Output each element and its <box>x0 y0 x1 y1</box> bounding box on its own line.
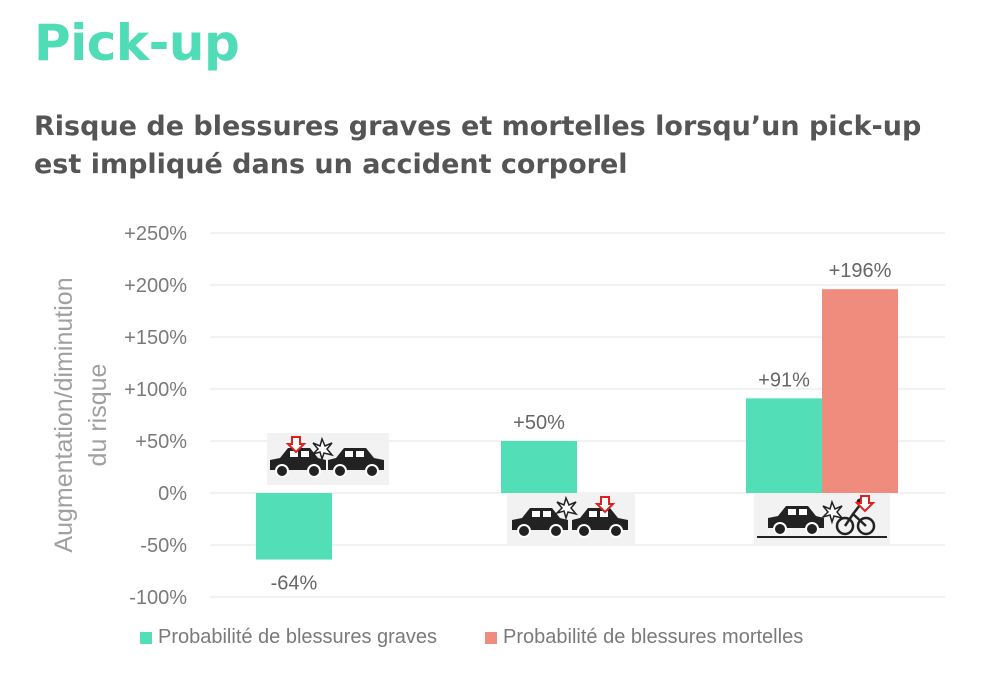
y-tick-label: +50% <box>135 431 187 453</box>
y-tick-label: -50% <box>140 535 187 557</box>
legend-item-mortelles[interactable]: Probabilité de blessures mortelles <box>485 626 803 649</box>
legend-label-graves: Probabilité de blessures graves <box>158 626 438 648</box>
legend-swatch-graves <box>140 631 152 644</box>
pickup-hits-car-front-icon <box>267 433 389 485</box>
legend-label-mortelles: Probabilité de blessures mortelles <box>503 626 804 648</box>
y-tick-label: +100% <box>124 379 187 401</box>
legend-item-graves[interactable]: Probabilité de blessures graves <box>140 626 437 649</box>
bar <box>256 493 332 560</box>
data-label: +91% <box>758 369 810 391</box>
pickup-hits-car-rear-icon <box>507 494 635 544</box>
bar <box>501 441 577 493</box>
y-tick-label: +200% <box>124 275 187 297</box>
y-tick-label: +250% <box>124 223 187 245</box>
page-title: Pick-up <box>34 14 240 72</box>
data-label: +196% <box>829 260 892 282</box>
y-tick-label: 0% <box>158 483 187 505</box>
chart-subtitle: Risque de blessures graves et mortelles … <box>34 111 922 180</box>
bar <box>822 289 898 493</box>
y-axis-title: du risque <box>84 364 112 467</box>
pickup-hits-cyclist-icon <box>754 494 890 544</box>
chart-legend: Probabilité de blessures graves Probabil… <box>140 626 851 649</box>
y-axis-title: Augmentation/diminution <box>50 277 78 552</box>
bar <box>746 398 822 493</box>
y-tick-label: -100% <box>129 587 187 609</box>
y-tick-label: +150% <box>124 327 187 349</box>
legend-swatch-mortelles <box>485 631 498 644</box>
data-label: +50% <box>513 412 565 434</box>
data-label: -64% <box>271 573 318 595</box>
